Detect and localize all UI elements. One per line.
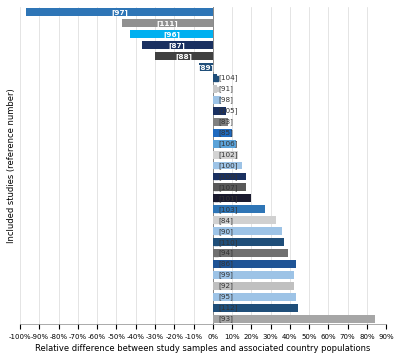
Bar [130,30,213,38]
Bar [213,162,242,170]
Bar [214,196,218,201]
Bar [213,238,284,246]
Text: [83]: [83] [219,118,233,125]
Bar [214,119,218,124]
Text: [103]: [103] [219,206,238,213]
Y-axis label: Included studies (reference number): Included studies (reference number) [7,88,16,243]
Bar [213,140,236,148]
Text: [89]: [89] [198,64,215,71]
Bar [214,283,218,288]
Bar [213,151,238,158]
Bar [213,293,296,301]
Text: [111]: [111] [157,20,178,27]
Text: [110]: [110] [219,239,238,246]
Bar [213,96,221,104]
Bar [122,19,213,27]
Text: [101]: [101] [219,195,238,202]
Text: [91]: [91] [219,86,233,93]
Bar [213,304,298,312]
Text: [109]: [109] [219,173,238,180]
Text: [94]: [94] [219,250,233,256]
Bar [214,174,218,179]
Bar [214,207,218,212]
Bar [214,240,218,244]
Text: [105]: [105] [219,108,238,114]
Bar [213,172,245,180]
Bar [214,251,218,256]
Bar [214,218,218,223]
Bar [214,141,218,146]
Bar [199,63,213,71]
Bar [214,229,218,234]
Text: [107]: [107] [219,184,238,191]
Text: [85]: [85] [219,129,233,136]
Bar [213,184,245,192]
Bar [155,52,213,60]
Bar [214,152,218,157]
Text: [99]: [99] [219,271,233,278]
Bar [214,86,218,91]
Bar [214,294,218,299]
Text: [88]: [88] [175,53,192,60]
Bar [213,227,282,235]
Bar [213,107,226,115]
Bar [214,163,218,168]
Text: [93]: [93] [219,315,233,322]
Bar [213,129,232,137]
Text: [87]: [87] [169,42,186,49]
Text: [104]: [104] [219,75,238,81]
Bar [142,41,213,49]
Bar [214,262,218,266]
Bar [213,194,251,202]
Bar [213,118,228,126]
Bar [214,316,218,321]
Bar [213,216,276,224]
Bar [213,315,375,323]
Bar [214,273,218,278]
Text: [106]: [106] [219,140,238,147]
Text: [90]: [90] [219,228,233,235]
Text: [96]: [96] [163,31,180,38]
Text: [102]: [102] [219,151,238,158]
Bar [213,271,294,279]
Text: [92]: [92] [219,283,233,289]
Bar [213,260,296,268]
Bar [213,205,265,213]
Bar [213,282,294,290]
Bar [213,85,217,93]
Bar [214,108,218,113]
Text: [86]: [86] [219,261,233,267]
Bar [213,74,217,82]
Text: [98]: [98] [219,96,233,103]
Bar [26,9,213,16]
Bar [214,98,218,102]
Bar [214,305,218,310]
Bar [214,185,218,190]
Text: [112]: [112] [219,305,238,311]
Bar [214,76,218,81]
Bar [214,130,218,135]
Text: [84]: [84] [219,217,233,224]
Text: [97]: [97] [111,9,128,16]
Bar [213,249,288,257]
Text: [100]: [100] [219,162,238,169]
X-axis label: Relative difference between study samples and associated country populations: Relative difference between study sample… [36,344,371,353]
Text: [95]: [95] [219,293,233,300]
